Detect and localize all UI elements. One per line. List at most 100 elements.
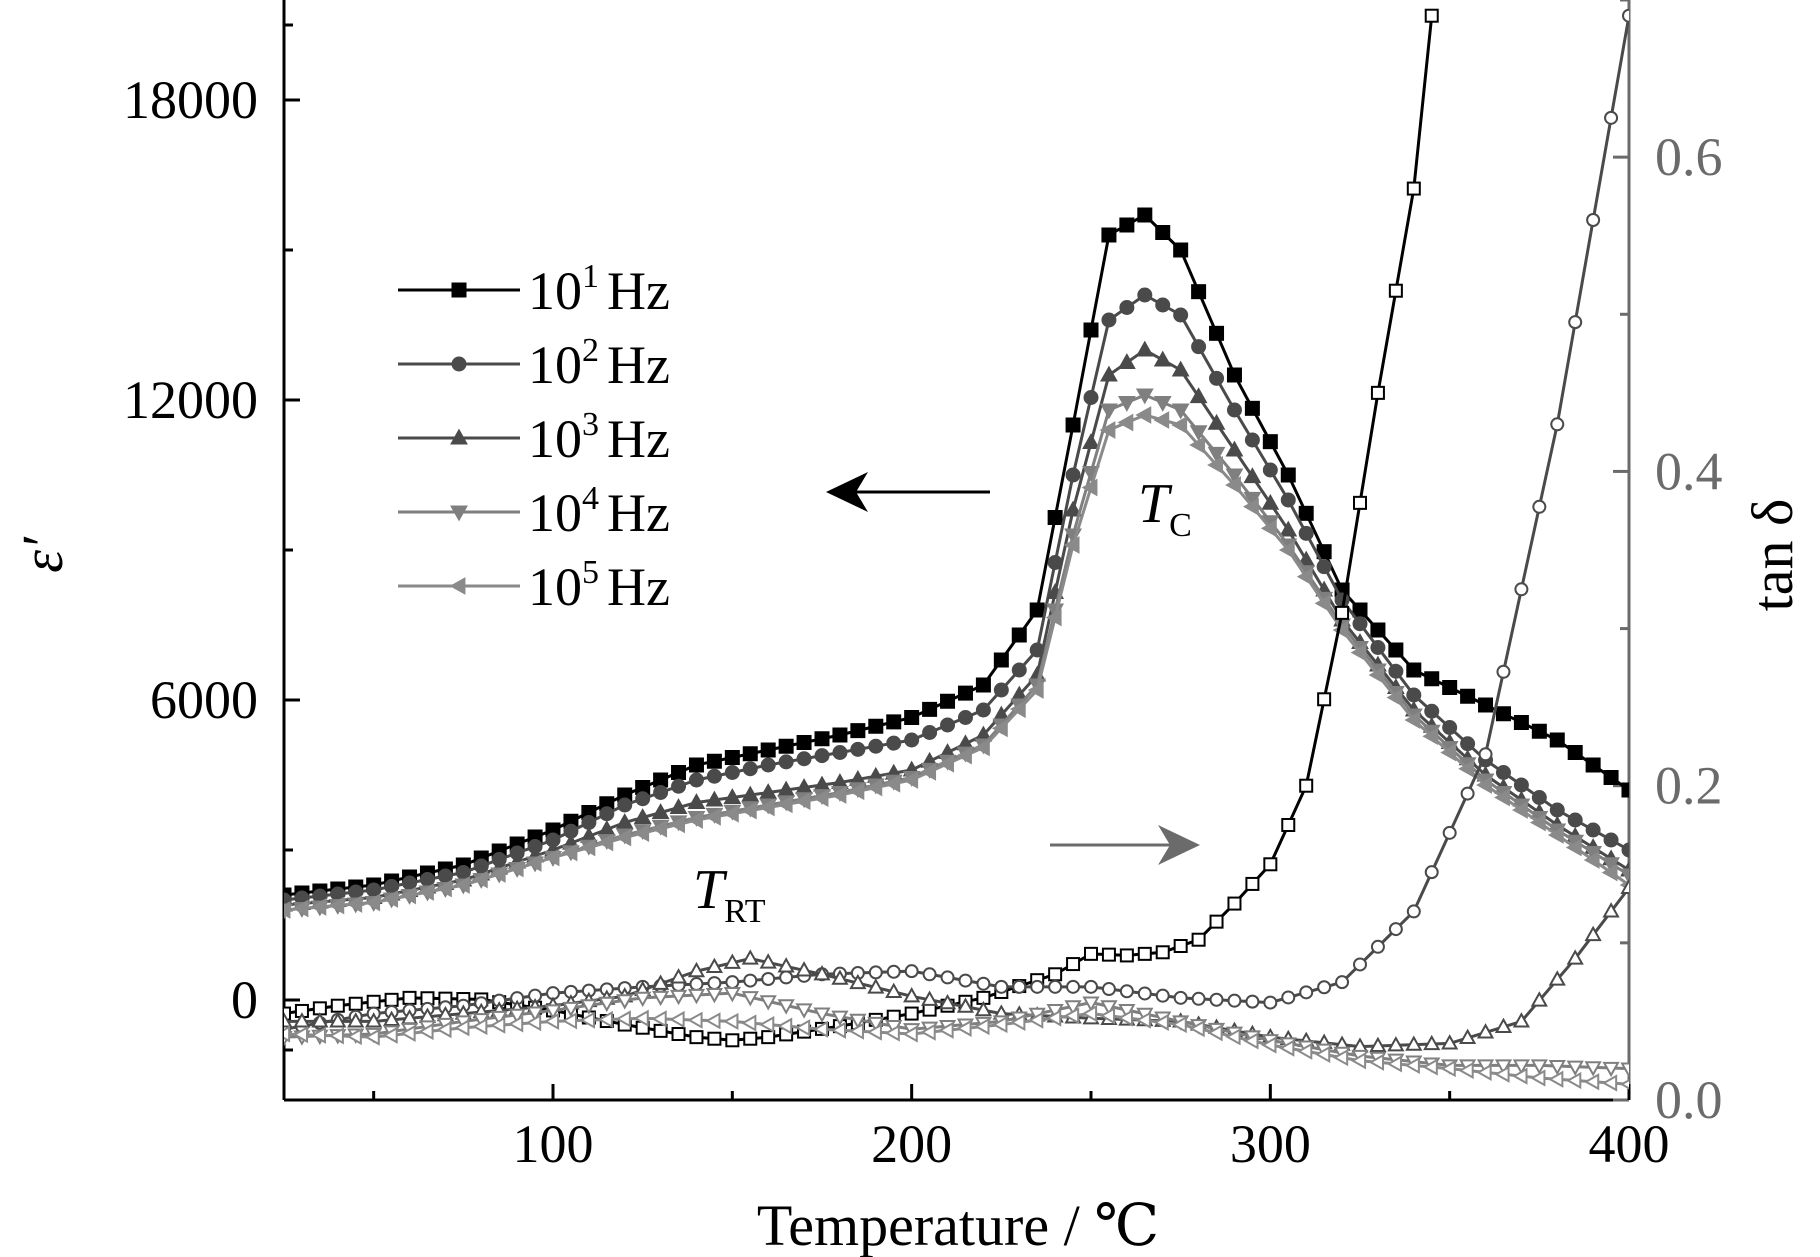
data-point bbox=[669, 968, 688, 984]
data-point bbox=[1135, 388, 1154, 405]
data-point bbox=[1135, 1011, 1151, 1029]
data-point bbox=[1066, 957, 1081, 972]
data-point bbox=[543, 1012, 560, 1031]
data-point bbox=[742, 746, 758, 762]
data-point bbox=[1207, 1024, 1223, 1042]
data-point bbox=[284, 1006, 291, 1021]
data-point bbox=[794, 1019, 811, 1037]
data-point bbox=[740, 801, 757, 820]
data-point bbox=[778, 754, 794, 770]
data-point bbox=[956, 746, 972, 765]
data-point bbox=[1350, 1052, 1367, 1070]
data-point bbox=[1173, 939, 1188, 953]
data-point bbox=[920, 1023, 936, 1041]
data-point bbox=[813, 1007, 831, 1023]
data-point bbox=[1081, 1004, 1098, 1023]
y-left-tick-label: 18000 bbox=[123, 70, 258, 130]
data-point bbox=[940, 717, 956, 733]
data-point bbox=[938, 993, 957, 1010]
data-point bbox=[1478, 747, 1493, 762]
data-point bbox=[598, 996, 616, 1013]
data-point bbox=[1281, 990, 1296, 1005]
x-tick-label: 200 bbox=[871, 1114, 952, 1174]
data-point bbox=[382, 890, 399, 908]
data-point bbox=[1458, 1061, 1474, 1080]
data-point bbox=[1117, 413, 1134, 432]
data-point bbox=[1083, 322, 1099, 338]
data-point bbox=[1442, 825, 1457, 840]
data-point bbox=[1495, 765, 1511, 780]
data-point bbox=[1353, 495, 1367, 510]
data-point bbox=[973, 738, 990, 757]
data-point bbox=[1153, 396, 1172, 412]
data-point bbox=[633, 808, 652, 824]
data-point bbox=[1440, 743, 1457, 762]
data-point bbox=[759, 783, 778, 799]
data-point bbox=[1621, 842, 1629, 858]
data-point bbox=[1171, 360, 1190, 377]
data-point bbox=[1548, 1070, 1564, 1088]
data-point bbox=[544, 1004, 562, 1020]
x-axis-title: Temperature / ℃ bbox=[757, 1193, 1159, 1257]
data-point bbox=[1388, 663, 1404, 679]
data-point bbox=[1568, 315, 1583, 330]
data-point bbox=[760, 742, 776, 758]
data-point bbox=[310, 898, 327, 916]
data-point bbox=[993, 682, 1009, 698]
data-point bbox=[922, 967, 937, 982]
data-point bbox=[599, 806, 615, 822]
data-point bbox=[993, 652, 1009, 668]
data-point bbox=[1243, 1032, 1259, 1050]
data-point bbox=[293, 1012, 311, 1028]
data-point bbox=[671, 765, 687, 780]
data-point bbox=[1299, 985, 1314, 1000]
data-point bbox=[1513, 715, 1529, 730]
data-point bbox=[400, 886, 416, 905]
data-point bbox=[849, 1013, 867, 1030]
data-point bbox=[1514, 582, 1529, 597]
trt-annotation: TRT bbox=[693, 859, 766, 930]
legend-swatch-marker bbox=[450, 505, 468, 522]
data-point bbox=[1529, 813, 1546, 832]
data-point bbox=[867, 978, 885, 994]
data-point bbox=[1531, 723, 1547, 739]
data-point bbox=[814, 731, 830, 747]
data-point bbox=[1442, 680, 1458, 695]
data-point bbox=[777, 957, 795, 973]
data-point bbox=[795, 961, 813, 977]
data-point bbox=[634, 991, 652, 1008]
data-point bbox=[382, 1026, 398, 1044]
data-point bbox=[1422, 1058, 1438, 1076]
data-point bbox=[1424, 865, 1439, 880]
data-point bbox=[651, 990, 670, 1007]
data-point bbox=[994, 979, 1009, 994]
data-point bbox=[1335, 975, 1350, 990]
data-point bbox=[1117, 396, 1136, 412]
data-point bbox=[472, 1017, 488, 1036]
data-point bbox=[1387, 1036, 1405, 1052]
data-point bbox=[1137, 986, 1152, 1001]
data-point bbox=[777, 999, 795, 1015]
data-point bbox=[688, 757, 704, 773]
data-point bbox=[1063, 536, 1080, 554]
data-point bbox=[831, 1010, 849, 1026]
data-point bbox=[1369, 1036, 1387, 1053]
data-point bbox=[1117, 1009, 1133, 1027]
data-point bbox=[1585, 822, 1601, 838]
data-point bbox=[957, 710, 973, 725]
data-point bbox=[1100, 1000, 1118, 1016]
data-point bbox=[1298, 525, 1314, 541]
x-tick-label: 400 bbox=[1589, 1114, 1670, 1174]
data-point bbox=[490, 1010, 508, 1027]
data-point bbox=[1245, 876, 1260, 891]
y-right-tick-label: 0.6 bbox=[1655, 127, 1723, 187]
data-point bbox=[1548, 970, 1566, 986]
legend-label: 102 Hz bbox=[528, 332, 670, 395]
data-point bbox=[904, 710, 920, 725]
data-point bbox=[1424, 671, 1440, 687]
data-point bbox=[1029, 602, 1045, 618]
data-point bbox=[832, 745, 848, 760]
data-point bbox=[1207, 446, 1226, 463]
data-point bbox=[1460, 736, 1476, 752]
data-point bbox=[1335, 605, 1350, 620]
